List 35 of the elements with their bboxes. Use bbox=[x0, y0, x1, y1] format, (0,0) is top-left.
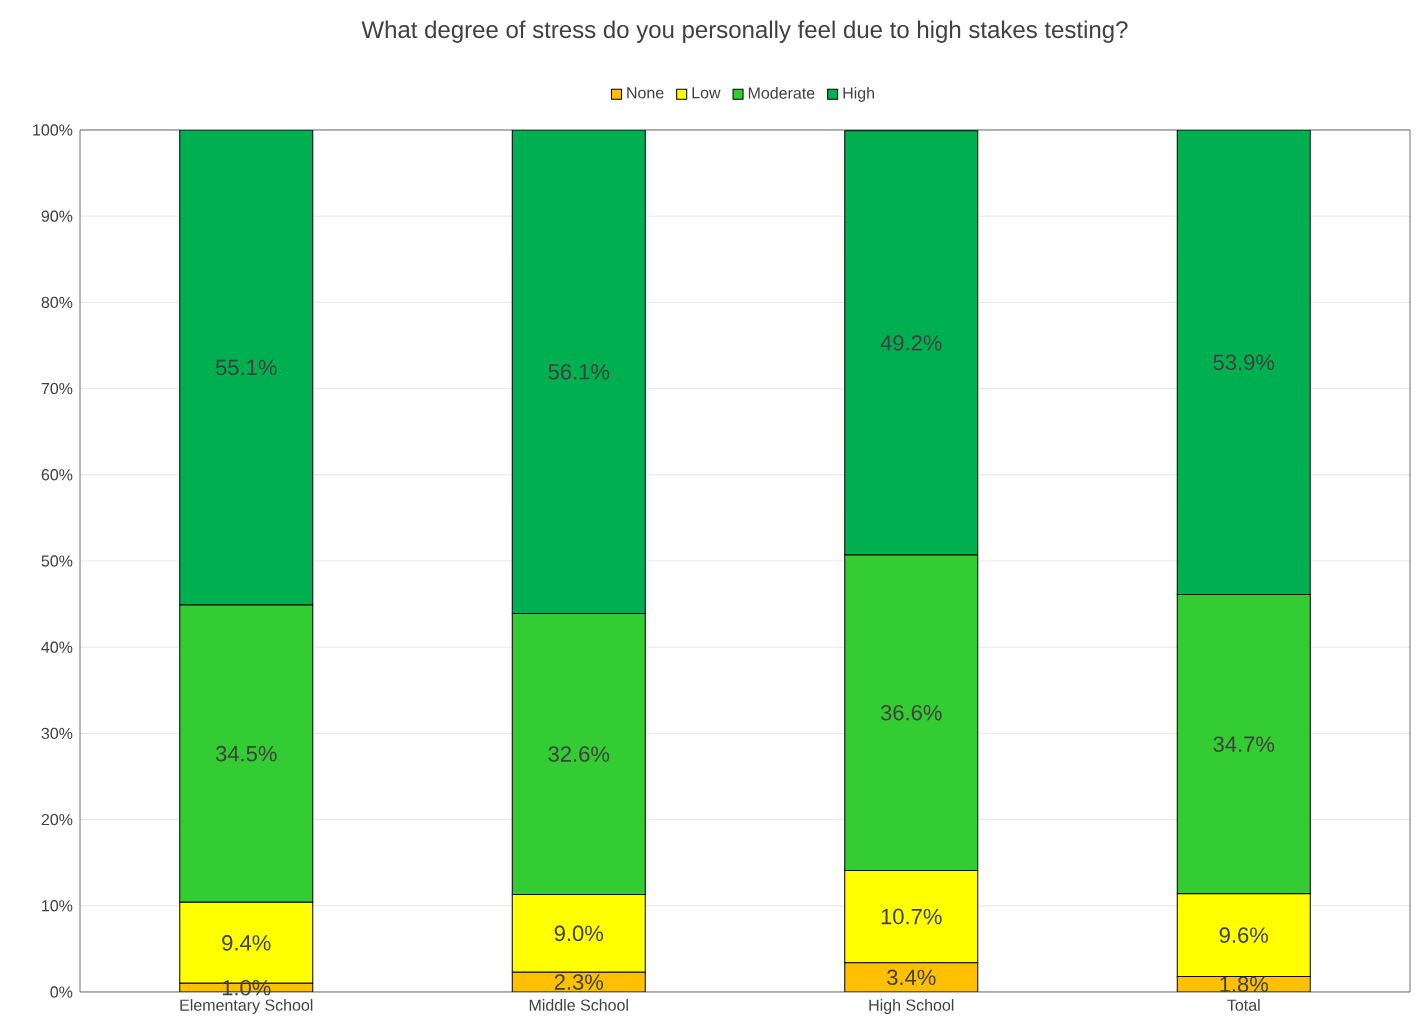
y-tick-label: 60% bbox=[41, 469, 73, 481]
data-label: 3.4% bbox=[887, 969, 936, 986]
data-label: 34.7% bbox=[1213, 736, 1275, 752]
y-tick-label: 70% bbox=[41, 382, 73, 395]
y-tick-label: 0% bbox=[50, 986, 73, 998]
data-label: 32.6% bbox=[548, 746, 610, 762]
y-tick-label: 30% bbox=[41, 727, 73, 740]
data-label: 10.7% bbox=[881, 908, 942, 925]
data-label: 9.4% bbox=[222, 935, 271, 951]
y-tick-label: 80% bbox=[41, 296, 73, 309]
data-label: 36.6% bbox=[880, 704, 942, 721]
y-tick-label: 10% bbox=[42, 900, 73, 912]
legend-label: Low bbox=[692, 87, 721, 99]
data-label: 55.1% bbox=[215, 359, 277, 376]
data-label: 53.9% bbox=[1213, 354, 1275, 371]
data-label: 9.6% bbox=[1219, 927, 1269, 943]
chart-title: What degree of stress do you personally feel due to high stakes testing? bbox=[361, 20, 1128, 43]
data-label: 1.8% bbox=[1220, 976, 1269, 993]
y-tick-label: 40% bbox=[41, 641, 73, 653]
data-label: 56.1% bbox=[548, 364, 610, 380]
data-label: 34.5% bbox=[215, 745, 277, 762]
data-label: 9.0% bbox=[554, 925, 604, 942]
legend-label: None bbox=[627, 87, 664, 99]
y-tick-label: 90% bbox=[41, 210, 73, 222]
x-tick-label: Middle School bbox=[529, 999, 628, 1011]
legend-label: High bbox=[843, 86, 875, 102]
x-tick-label: Elementary School bbox=[180, 999, 313, 1014]
data-label: 2.3% bbox=[554, 974, 604, 990]
y-tick-label: 100% bbox=[33, 124, 73, 136]
x-tick-label: Total bbox=[1227, 999, 1260, 1011]
legend-label: Moderate bbox=[748, 86, 815, 99]
y-tick-label: 20% bbox=[41, 813, 73, 826]
y-tick-label: 50% bbox=[41, 555, 73, 567]
data-label: 49.2% bbox=[880, 335, 942, 351]
x-tick-label: High School bbox=[869, 999, 954, 1014]
